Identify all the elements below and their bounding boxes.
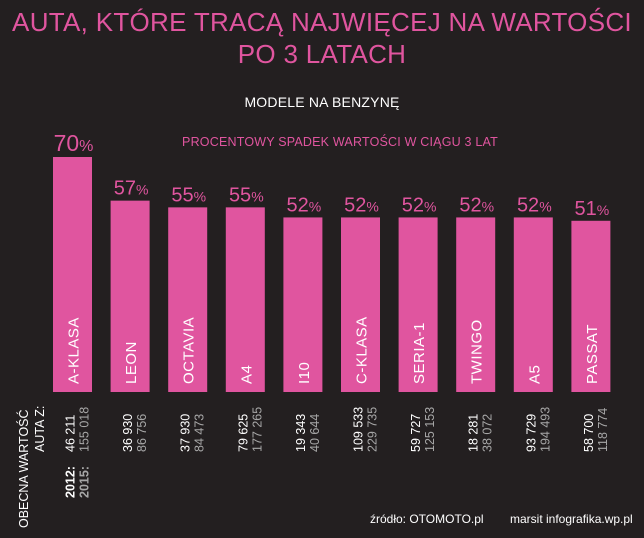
data-label: 55% [171,184,206,206]
category-label: SERIA-1 [411,322,428,384]
bar [53,157,92,392]
data-label: 55% [229,184,264,206]
data-label: 70% [54,130,94,156]
author-note: marsit infografika.wp.pl [510,512,633,526]
value-2015: 38 072 [481,414,495,452]
value-2015: 86 756 [135,414,149,452]
category-label: A-KLASA [66,317,83,384]
category-label: A5 [526,365,543,384]
title-line-1: AUTA, KTÓRE TRACĄ NAJWIĘCEJ NA WARTOŚCI [12,7,632,37]
bar [225,207,265,392]
value-2015: 40 644 [308,414,322,452]
bar [110,200,150,392]
value-2012: 36 930 [121,414,135,452]
bar [398,217,438,392]
data-label: 52% [344,194,379,216]
data-label: 51% [575,198,610,220]
category-label: PASSAT [584,324,601,384]
data-label: 52% [402,194,437,216]
axis-label-line2: AUTA Z: [33,406,47,452]
value-2015: 84 473 [193,414,207,452]
subtitle: MODELE NA BENZYNĘ [244,94,400,110]
category-label: OCTAVIA [181,317,198,384]
value-2012: 46 211 [64,415,78,452]
data-label: 52% [287,194,322,216]
bar [571,220,611,392]
data-label: 57% [114,178,149,200]
value-2015: 194 493 [538,407,552,452]
category-label: C-KLASA [354,316,371,384]
category-label: A4 [238,365,255,384]
data-label: 52% [517,194,552,216]
bar [456,217,496,392]
value-2012: 109 533 [352,407,366,452]
value-2015: 229 735 [366,407,380,452]
source-note: źródło: OTOMOTO.pl [370,512,484,526]
value-2012: 58 700 [582,414,596,452]
year-2015-label: 2015: [78,466,92,498]
bar [283,217,323,392]
value-2012: 93 729 [524,414,538,452]
value-2012: 79 625 [236,414,250,452]
chart-title: PROCENTOWY SPADEK WARTOŚCI W CIĄGU 3 LAT [182,135,498,149]
bar [513,217,553,392]
year-2012-label: 2012: [64,466,78,498]
value-2012: 19 343 [294,414,308,452]
data-label: 52% [459,194,494,216]
page-title: AUTA, KTÓRE TRACĄ NAJWIĘCEJ NA WARTOŚCI … [0,6,644,70]
value-2015: 118 774 [596,408,610,452]
bar [168,207,208,392]
category-label: TWINGO [469,319,486,384]
value-2012: 18 281 [467,414,481,452]
bar [341,217,380,392]
value-2012: 59 727 [409,414,423,452]
value-2015: 125 153 [423,407,437,452]
category-label: LEON [123,341,140,384]
value-2015: 155 018 [78,407,92,452]
value-2015: 177 265 [250,407,264,452]
title-line-2: PO 3 LATACH [237,39,407,69]
category-label: I10 [296,362,313,384]
value-2012: 37 930 [179,414,193,452]
axis-label-line1: OBECNA WARTOŚĆ [16,409,31,528]
